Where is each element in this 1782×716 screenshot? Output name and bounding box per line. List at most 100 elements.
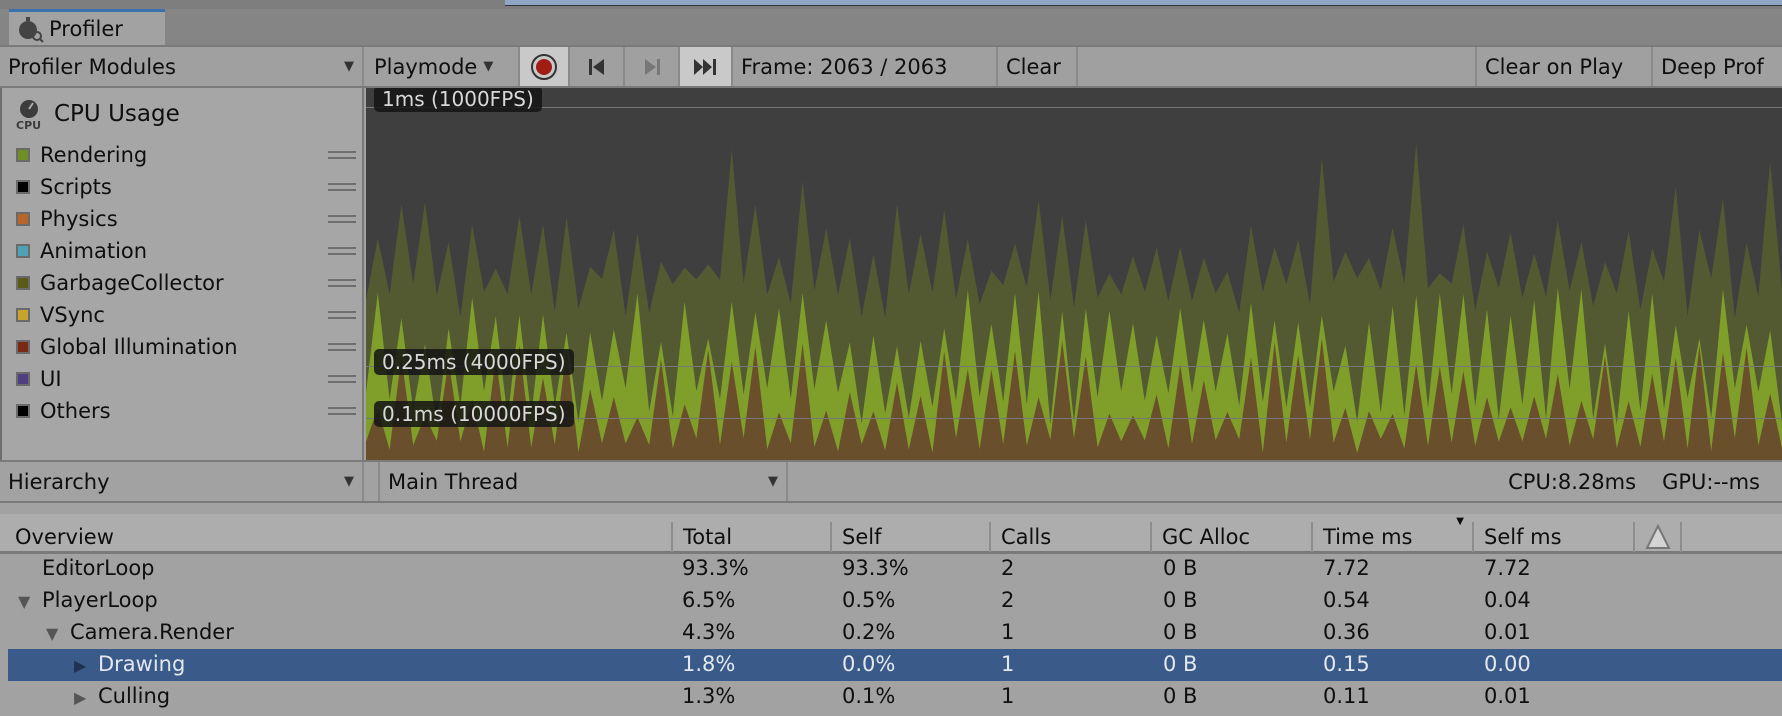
expanded-arrow-icon[interactable]: ▼	[18, 592, 31, 611]
expanded-arrow-icon[interactable]: ▼	[46, 624, 59, 643]
modules-label: Profiler Modules	[8, 54, 176, 79]
drag-handle-icon[interactable]	[328, 343, 356, 351]
tab-profiler[interactable]: Profiler	[9, 9, 165, 46]
cpu-gauge-icon: CPU	[16, 100, 41, 130]
table-row[interactable]: ▶ Culling 1.3% 0.1% 1 0 B 0.11 0.01	[8, 681, 1782, 713]
warning-icon	[1645, 524, 1671, 549]
column-self-ms[interactable]: Self ms	[1472, 522, 1633, 552]
table-row[interactable]: ▶ Drawing 1.8% 0.0% 1 0 B 0.15 0.00	[8, 649, 1782, 681]
legend-label: VSync	[40, 303, 105, 327]
row-name: Drawing	[98, 652, 186, 676]
column-label: Self ms	[1484, 525, 1562, 549]
playmode-label: Playmode	[374, 54, 478, 79]
collapsed-arrow-icon[interactable]: ▶	[74, 656, 87, 675]
column-header: Overview Total Self Calls GC Alloc Time …	[0, 514, 1782, 554]
profiler-modules-dropdown[interactable]: Profiler Modules ▼	[0, 47, 364, 86]
table-row[interactable]: EditorLoop 93.3% 93.3% 2 0 B 7.72 7.72	[8, 553, 1782, 585]
row-name: PlayerLoop	[42, 588, 158, 612]
color-swatch	[16, 404, 30, 418]
graph-area-scripts	[366, 338, 1782, 460]
cell-gc: 0 B	[1163, 556, 1198, 580]
drag-handle-icon[interactable]	[328, 151, 356, 159]
cpu-usage-graph[interactable]: 1ms (1000FPS) 0.25ms (4000FPS) 0.1ms (10…	[366, 88, 1782, 460]
cell-time: 7.72	[1323, 556, 1370, 580]
cell-calls: 2	[1001, 556, 1015, 580]
color-swatch	[16, 276, 30, 290]
legend-label: Global Illumination	[40, 335, 238, 359]
collapsed-arrow-icon[interactable]: ▶	[74, 688, 87, 707]
module-panel: CPU CPU Usage Rendering Scripts Physics Ani…	[0, 88, 364, 460]
row-name: EditorLoop	[42, 556, 155, 580]
drag-handle-icon[interactable]	[328, 279, 356, 287]
column-label: Overview	[15, 525, 114, 549]
clear-on-play-toggle[interactable]: Clear on Play	[1475, 47, 1653, 86]
cpu-usage-module[interactable]: CPU CPU Usage	[14, 98, 180, 130]
drag-handle-icon[interactable]	[328, 215, 356, 223]
drag-handle-icon[interactable]	[328, 311, 356, 319]
cell-self: 0.5%	[842, 588, 896, 612]
skip-to-end-icon	[693, 58, 716, 75]
cpu-time: CPU:8.28ms	[1508, 470, 1637, 494]
cell-total: 6.5%	[682, 588, 736, 612]
column-self[interactable]: Self	[830, 522, 881, 552]
sort-descending-icon: ▼	[1456, 516, 1464, 527]
table-row[interactable]: ▼ Camera.Render 4.3% 0.2% 1 0 B 0.36 0.01	[8, 617, 1782, 649]
view-dropdown[interactable]: Hierarchy ▼	[0, 462, 364, 501]
table-row[interactable]: ▼ PlayerLoop 6.5% 0.5% 2 0 B 0.54 0.04	[8, 585, 1782, 617]
thread-dropdown[interactable]: Main Thread ▼	[378, 462, 788, 501]
chevron-down-icon: ▼	[483, 59, 494, 74]
clear-on-play-label: Clear on Play	[1485, 54, 1624, 79]
column-warnings[interactable]	[1633, 522, 1682, 552]
thread-label: Main Thread	[388, 469, 519, 494]
column-time-ms[interactable]: Time ms ▼	[1311, 516, 1472, 552]
column-overview[interactable]: Overview	[5, 522, 114, 552]
gridline-025ms	[366, 366, 1782, 367]
cell-gc: 0 B	[1163, 588, 1198, 612]
timing-summary: CPU:8.28ms GPU:--ms	[1508, 470, 1760, 494]
cell-time: 0.36	[1323, 620, 1370, 644]
chevron-down-icon: ▼	[768, 474, 778, 489]
cell-time: 0.15	[1323, 652, 1370, 676]
legend-item-rendering[interactable]: Rendering	[16, 141, 356, 169]
column-calls[interactable]: Calls	[989, 522, 1051, 552]
legend-item-global-illumination[interactable]: Global Illumination	[16, 333, 356, 361]
drag-handle-icon[interactable]	[328, 183, 356, 191]
cell-selfms: 0.01	[1484, 684, 1531, 708]
drag-handle-icon[interactable]	[328, 247, 356, 255]
clear-label: Clear	[1006, 54, 1061, 79]
cell-calls: 1	[1001, 620, 1015, 644]
legend-label: Rendering	[40, 143, 148, 167]
gpu-time: GPU:--ms	[1662, 470, 1760, 494]
column-label: GC Alloc	[1162, 525, 1251, 549]
record-button[interactable]	[520, 47, 570, 86]
clear-button[interactable]: Clear	[998, 47, 1078, 86]
svg-text:CPU: CPU	[16, 119, 41, 130]
legend-item-animation[interactable]: Animation	[16, 237, 356, 265]
stopwatch-icon	[19, 17, 44, 43]
column-total[interactable]: Total	[671, 522, 732, 552]
legend-item-vsync[interactable]: VSync	[16, 301, 356, 329]
playmode-dropdown[interactable]: Playmode ▼	[366, 47, 520, 86]
legend-item-physics[interactable]: Physics	[16, 205, 356, 233]
legend-item-scripts[interactable]: Scripts	[16, 173, 356, 201]
drag-handle-icon[interactable]	[328, 375, 356, 383]
next-frame-button[interactable]	[625, 47, 680, 86]
gridline-1ms	[366, 107, 1782, 108]
toolbar: Profiler Modules ▼ Playmode ▼ Frame: 2063 …	[0, 45, 1782, 88]
deep-profile-toggle[interactable]: Deep Prof	[1653, 47, 1782, 86]
legend-label: UI	[40, 367, 62, 391]
previous-frame-button[interactable]	[570, 47, 625, 86]
column-label: Total	[683, 525, 733, 549]
tab-label: Profiler	[49, 17, 123, 41]
step-forward-icon	[644, 58, 660, 75]
legend-item-garbagecollector[interactable]: GarbageCollector	[16, 269, 356, 297]
legend-item-ui[interactable]: UI	[16, 365, 356, 393]
legend-item-others[interactable]: Others	[16, 397, 356, 425]
current-frame-button[interactable]	[680, 47, 733, 86]
color-swatch	[16, 148, 30, 162]
legend-label: Others	[40, 399, 111, 423]
column-gc-alloc[interactable]: GC Alloc	[1150, 522, 1250, 552]
drag-handle-icon[interactable]	[328, 407, 356, 415]
view-label: Hierarchy	[8, 469, 110, 494]
cell-gc: 0 B	[1163, 652, 1198, 676]
